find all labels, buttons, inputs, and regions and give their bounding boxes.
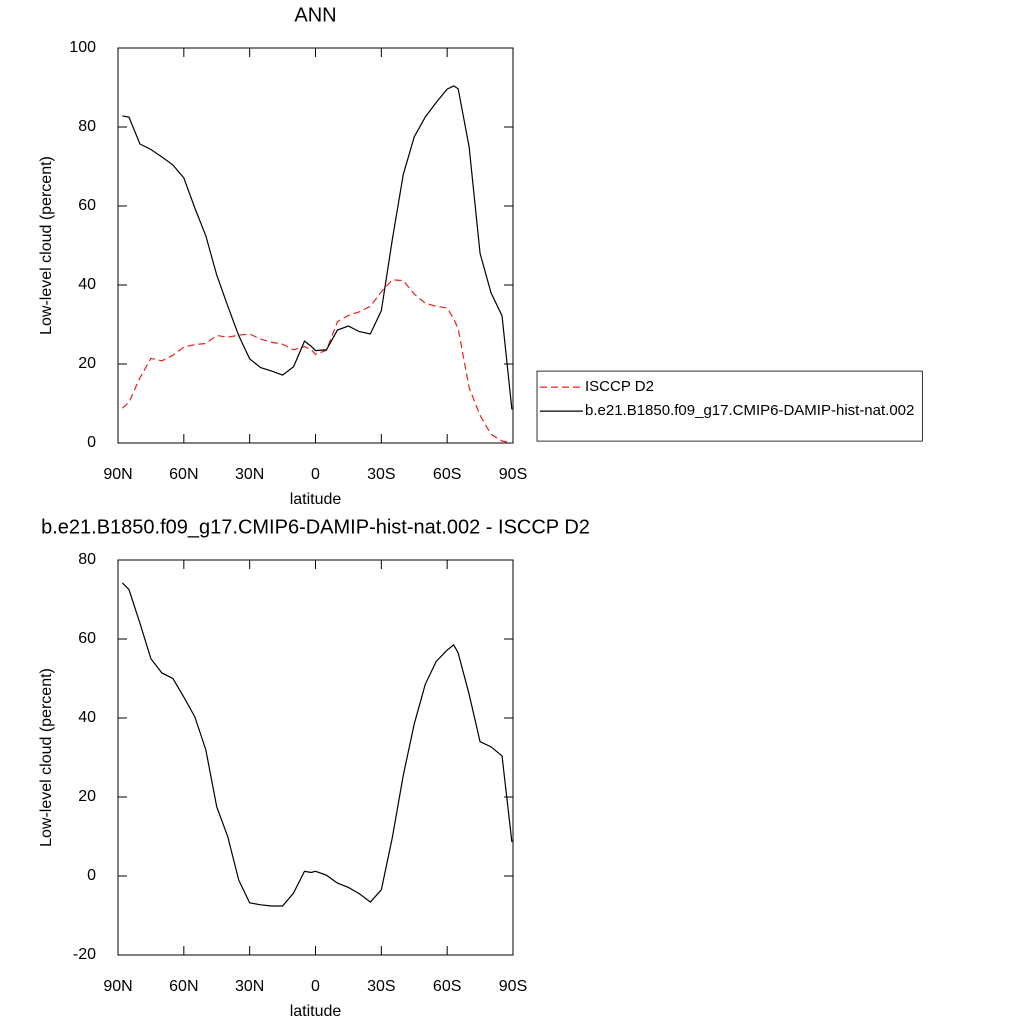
y-axis-label: Low-level cloud (percent) (38, 668, 55, 847)
chart: ANN latitude Low-level cloud (percent) 90N 6… (38, 4, 923, 508)
x-tick-label: 60N (169, 466, 198, 483)
legend-label: b.e21.B1850.f09_g17.CMIP6-DAMIP-hist-nat… (585, 402, 914, 419)
y-tick-label: 40 (78, 276, 96, 293)
plot-frame (117, 559, 514, 956)
y-tick-label: 60 (78, 630, 96, 647)
y-tick-label: 80 (78, 118, 96, 135)
y-tick-label: 40 (78, 709, 96, 726)
x-tick-label: 60N (169, 978, 198, 995)
legend-box (536, 370, 923, 442)
data-line (122, 85, 513, 410)
x-tick-label: 30N (235, 466, 264, 483)
x-tick-label: 60S (433, 978, 461, 995)
y-axis-label: Low-level cloud (percent) (38, 156, 55, 335)
y-tick-label: 20 (78, 355, 96, 372)
y-tick-label: 0 (87, 867, 96, 884)
legend-label: ISCCP D2 (585, 378, 654, 395)
chart-title: ANN (294, 4, 336, 26)
data-line (121, 582, 513, 907)
x-tick-label: 30S (367, 978, 395, 995)
chart: b.e21.B1850.f09_g17.CMIP6-DAMIP-hist-nat… (38, 516, 590, 1020)
y-tick-label: 60 (78, 197, 96, 214)
y-tick-label: 100 (69, 39, 96, 56)
legend: ISCCP D2 b.e21.B1850.f09_g17.CMIP6-DAMIP-… (536, 370, 923, 442)
y-tick-label: 80 (78, 551, 96, 568)
y-tick-label: 0 (87, 434, 96, 451)
x-tick-label: 0 (311, 978, 320, 995)
x-tick-label: 90N (103, 466, 132, 483)
x-axis-label: latitude (290, 491, 342, 508)
data-line (121, 279, 513, 444)
x-axis-label: latitude (290, 1003, 342, 1020)
chart-title: b.e21.B1850.f09_g17.CMIP6-DAMIP-hist-nat… (41, 516, 590, 538)
x-tick-label: 60S (433, 466, 461, 483)
x-tick-label: 30S (367, 466, 395, 483)
x-tick-label: 30N (235, 978, 264, 995)
y-tick-label: -20 (73, 946, 96, 963)
y-tick-label: 20 (78, 788, 96, 805)
x-tick-label: 90N (103, 978, 132, 995)
x-tick-label: 0 (311, 466, 320, 483)
x-tick-label: 90S (499, 466, 527, 483)
plot-frame (117, 47, 514, 444)
x-tick-label: 90S (499, 978, 527, 995)
